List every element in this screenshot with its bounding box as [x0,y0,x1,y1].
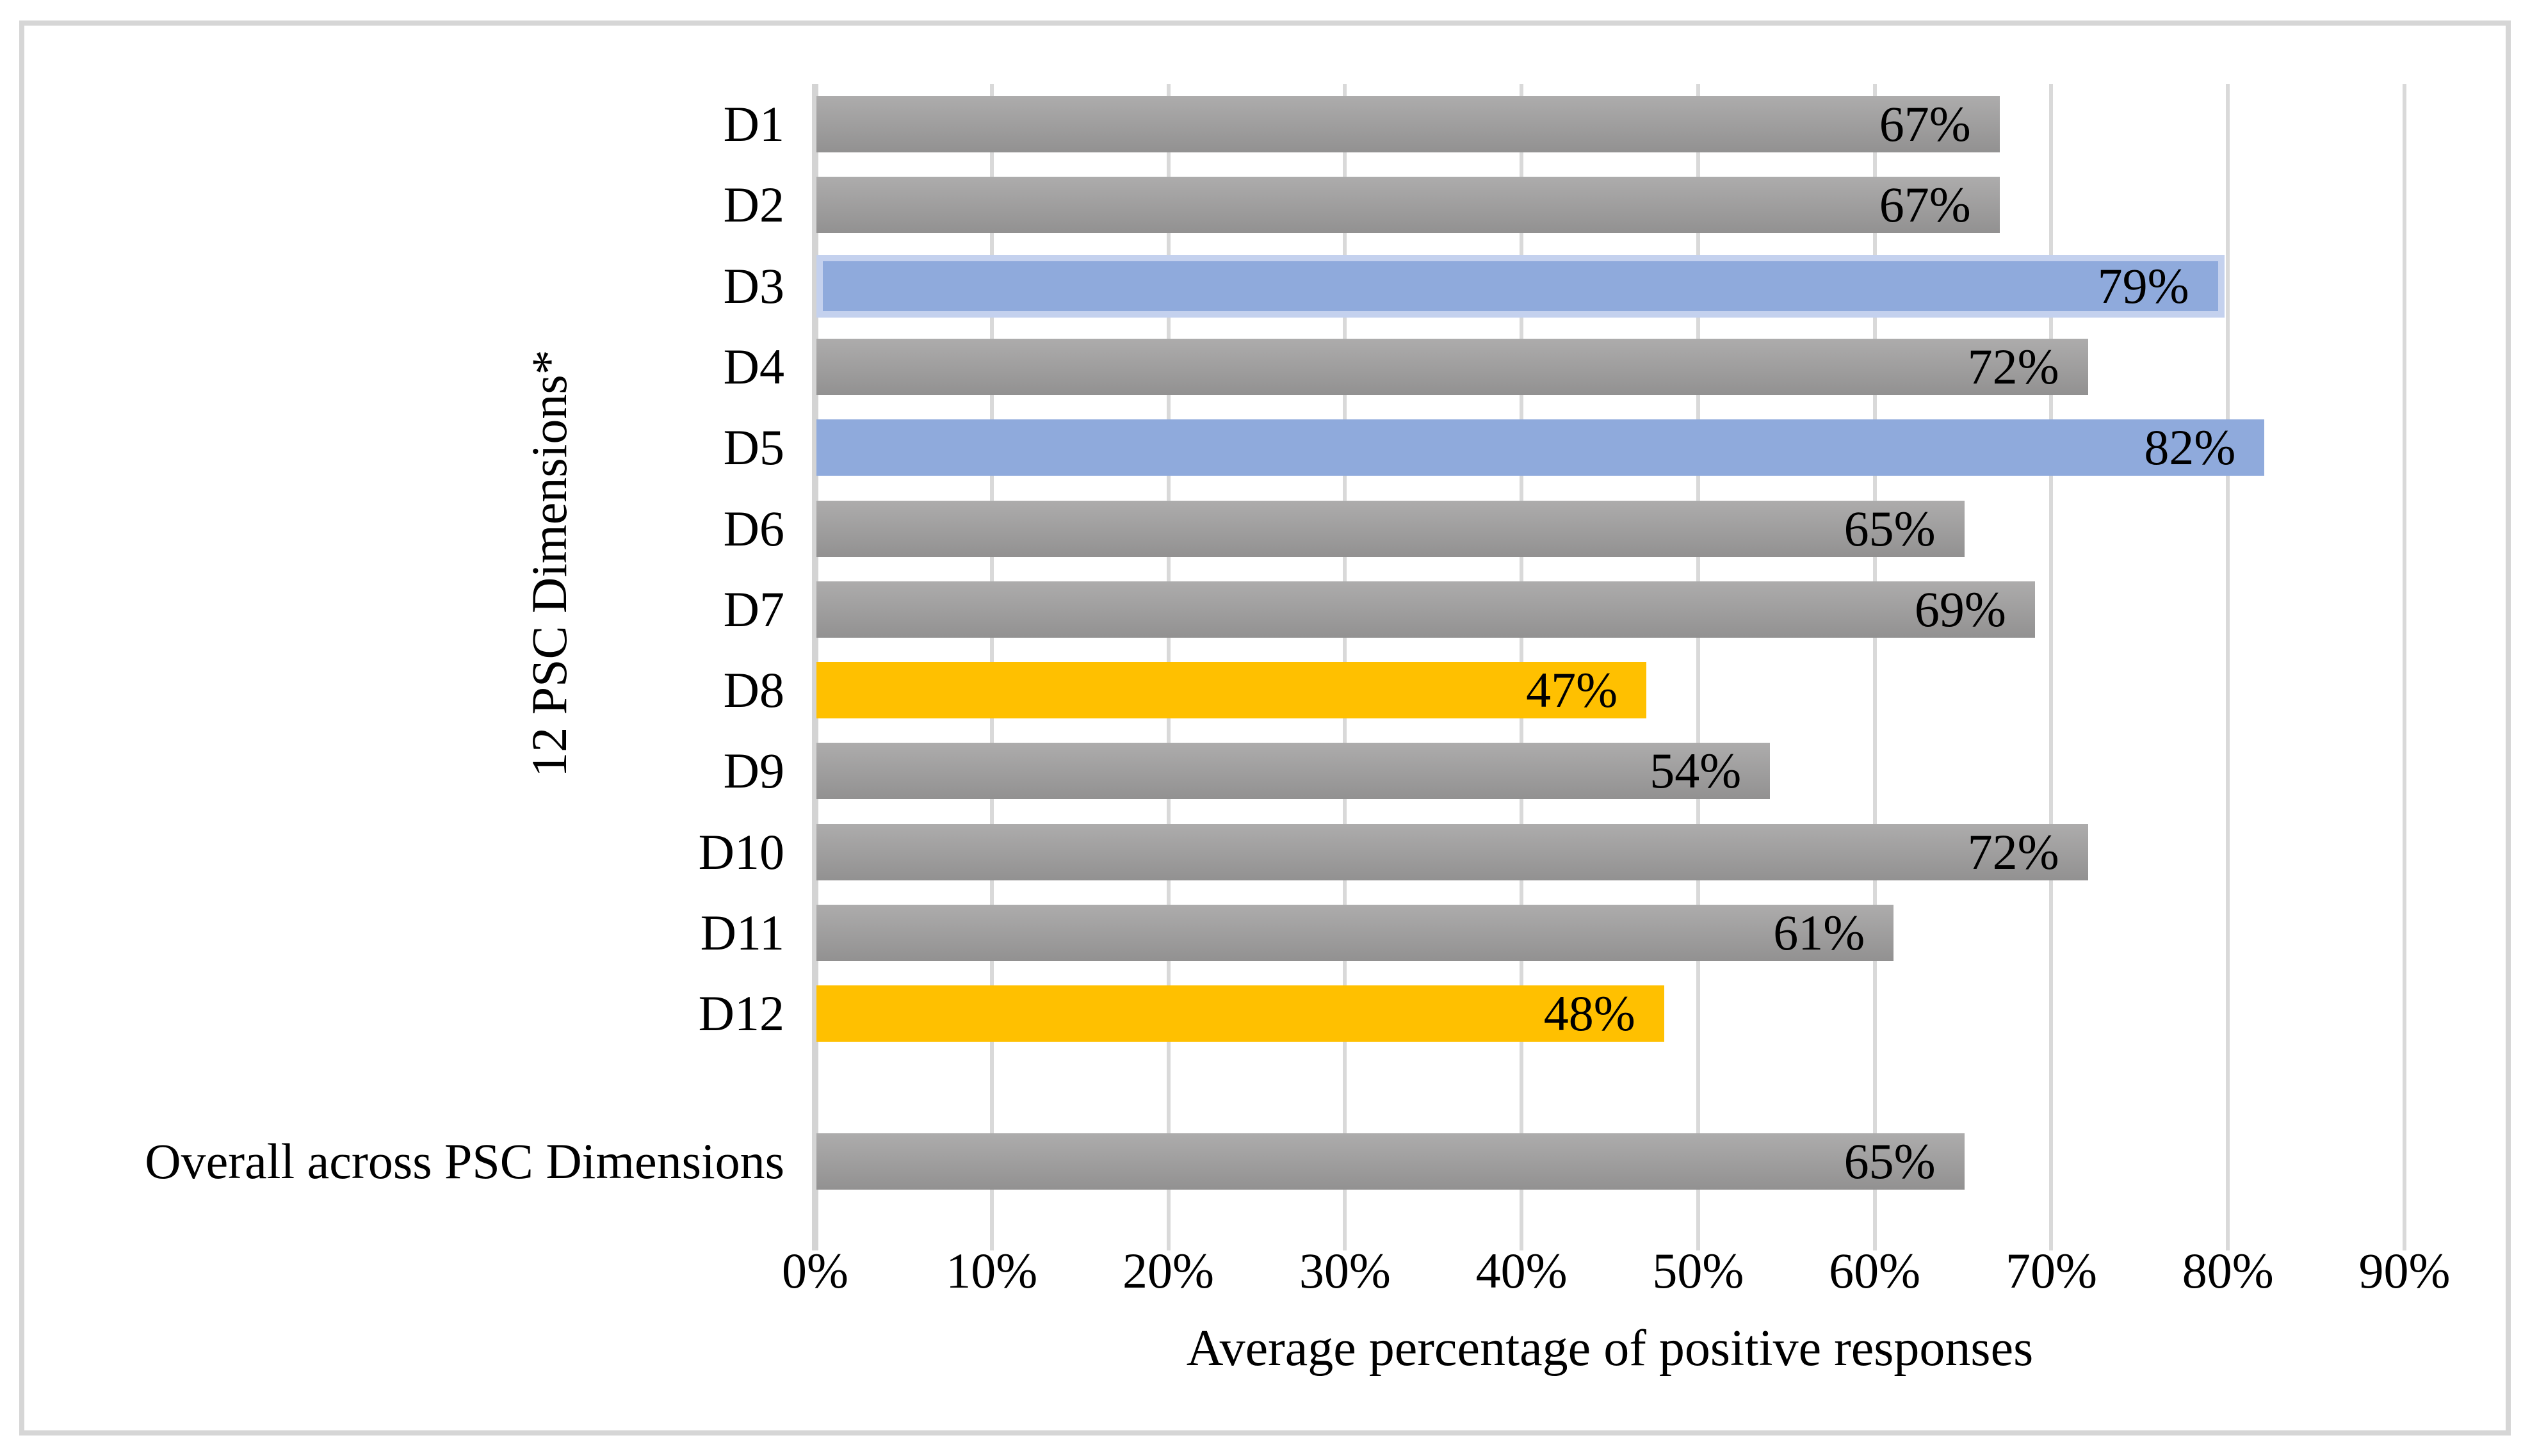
data-label-D12: 48% [1543,985,1635,1042]
x-axis-title: Average percentage of positive responses [1186,1320,2034,1377]
x-tick-label-60%: 60% [1829,1243,1921,1298]
y-axis-title: 12 PSC Dimensions* [521,350,577,777]
bar-D2: 67% [816,177,2000,234]
data-label-D4: 72% [1967,338,2059,394]
data-label-D6: 65% [1844,500,1936,556]
category-label-D6: D6 [723,500,784,556]
gridline-50% [1696,84,1700,1250]
category-label-D7: D7 [723,581,784,637]
x-tick-label-10%: 10% [946,1243,1038,1298]
bar-D12: 48% [816,985,1664,1042]
x-tick-label-50%: 50% [1652,1243,1744,1298]
x-tick-label-70%: 70% [2005,1243,2097,1298]
category-label-D1: D1 [723,96,784,152]
category-label-Overall-across-PSC-Dimensions: Overall across PSC Dimensions [145,1133,784,1189]
bar-D1: 67% [816,96,2000,152]
gridline-60% [1872,84,1877,1250]
x-tick-label-40%: 40% [1475,1243,1568,1298]
x-tick-label-90%: 90% [2358,1243,2451,1298]
bar-D9: 54% [816,743,1771,800]
data-label-D8: 47% [1526,662,1618,718]
x-tick-label-0%: 0% [782,1243,848,1298]
bar-D6: 65% [816,500,1965,557]
x-tick-label-20%: 20% [1123,1243,1215,1298]
category-label-D12: D12 [698,985,784,1042]
bar-D8: 47% [816,662,1647,719]
data-label-D11: 61% [1773,905,1865,960]
category-label-D10: D10 [698,823,784,880]
category-label-D3: D3 [723,257,784,314]
data-label-D7: 69% [1914,581,2006,637]
data-label-D1: 67% [1879,96,1971,152]
gridline-70% [2049,84,2054,1250]
category-label-D4: D4 [723,338,784,394]
category-label-D9: D9 [723,743,784,799]
plot-area: 67% 67% 79% 72% 82% 65% 69% 47% 54% 72% 61% 48% 65% [812,84,2406,1250]
value-axis-line [812,84,818,1250]
bar-D4: 72% [816,338,2088,395]
x-tick-label-30%: 30% [1299,1243,1391,1298]
gridline-90% [2403,84,2406,1250]
bar-D5: 82% [816,419,2265,476]
bar-D11: 61% [816,905,1894,961]
data-label-D9: 54% [1650,743,1742,799]
category-label-D11: D11 [700,905,784,960]
bar-Overall-across-PSC-Dimensions: 65% [816,1133,1965,1190]
gridline-80% [2226,84,2230,1250]
bar-D10: 72% [816,823,2088,880]
data-label-D5: 82% [2144,419,2236,476]
data-label-D2: 67% [1879,177,1971,233]
data-label-D3: 79% [2097,257,2189,314]
chart-border-frame [19,20,2511,1436]
bar-D3: 79% [816,254,2225,318]
category-label-D5: D5 [723,419,784,476]
x-tick-label-80%: 80% [2182,1243,2274,1298]
data-label-Overall-across-PSC-Dimensions: 65% [1844,1133,1936,1189]
bar-D7: 69% [816,581,2035,638]
category-label-D8: D8 [723,662,784,718]
category-label-D2: D2 [723,177,784,233]
data-label-D10: 72% [1967,823,2059,880]
